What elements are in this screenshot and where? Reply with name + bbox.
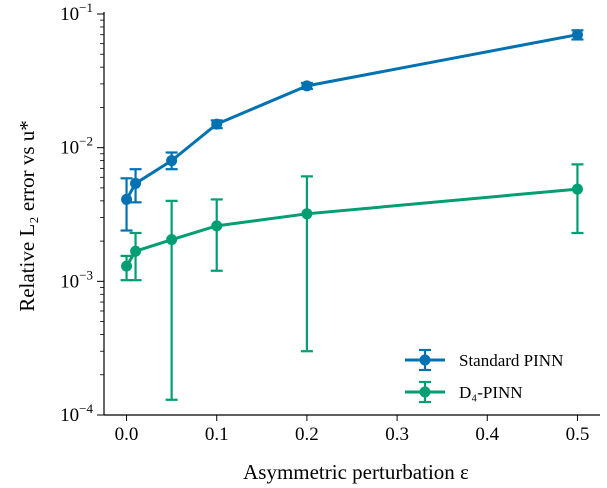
x-tick-label: 0.5 — [566, 424, 590, 445]
series-d-pinn — [120, 163, 584, 401]
x-tick-label: 0.2 — [295, 424, 319, 445]
axes: 0.0 0.1 0.2 0.3 0.4 0.5 10−4 10−3 10−2 10−1 — [60, 0, 600, 445]
data-point — [211, 220, 223, 232]
x-axis-title: Asymmetric perturbation ε — [243, 460, 469, 484]
x-tick-label: 0.0 — [115, 424, 139, 445]
plot-marks — [120, 29, 584, 401]
series-line — [125, 33, 578, 201]
y-tick-label: 10−3 — [60, 267, 93, 292]
series-standard-pinn — [120, 29, 584, 232]
y-tick-label: 10−1 — [60, 0, 93, 25]
legend-item: Standard PINN — [405, 348, 563, 372]
legend-marker — [419, 354, 431, 366]
data-point — [166, 234, 178, 246]
data-point — [211, 118, 223, 130]
x-tick-label: 0.1 — [205, 424, 229, 445]
legend-item: D₄-PINN — [405, 380, 523, 404]
y-axis-title: Relative L₂ error vs u* — [15, 120, 39, 312]
x-tick-label: 0.3 — [385, 424, 409, 445]
legend-label: D₄-PINN — [459, 383, 523, 402]
data-point — [130, 177, 142, 189]
series-line — [125, 187, 578, 267]
data-point — [301, 208, 313, 220]
data-point — [166, 155, 178, 167]
data-point — [301, 80, 313, 92]
legend-marker — [419, 386, 431, 398]
legend-label: Standard PINN — [459, 351, 563, 370]
y-tick-label: 10−4 — [60, 401, 93, 426]
data-point — [130, 245, 142, 257]
legend: Standard PINN D₄-PINN — [405, 348, 563, 404]
y-tick-label: 10−2 — [60, 134, 93, 159]
x-tick-label: 0.4 — [475, 424, 499, 445]
data-point — [571, 29, 583, 41]
data-point — [121, 260, 133, 272]
data-point — [571, 183, 583, 195]
data-point — [121, 193, 133, 205]
